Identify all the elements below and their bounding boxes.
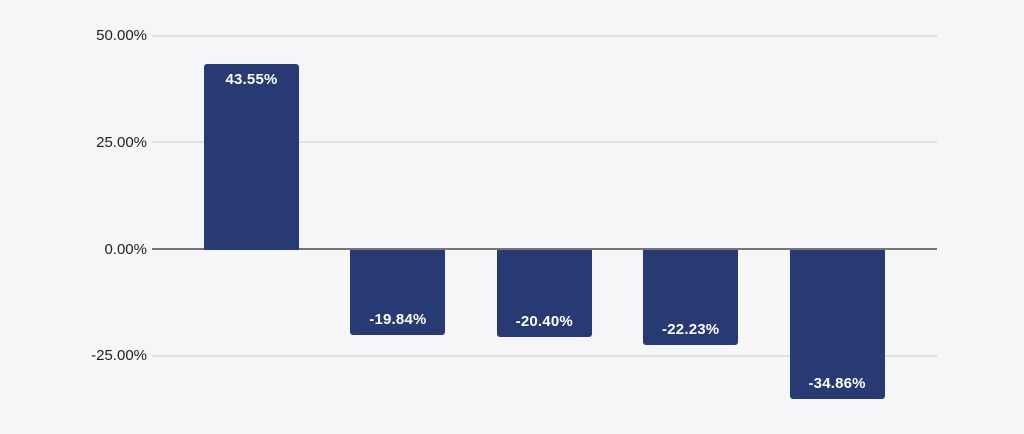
gridline [152, 141, 937, 144]
bar-series-1[interactable]: 43.55% [204, 64, 299, 250]
bar-series-2[interactable]: -19.84% [350, 250, 446, 335]
bar-value-label: -20.40% [515, 313, 573, 331]
y-axis-tick-label: 50.00% [96, 27, 147, 45]
y-axis-tick-label: 0.00% [104, 240, 147, 258]
y-axis-tick-label: 25.00% [96, 133, 147, 151]
bar-series-3[interactable]: -20.40% [496, 250, 592, 338]
zero-axis-line [152, 248, 937, 250]
bar-series-5[interactable]: -34.86% [789, 250, 885, 399]
gridline [152, 354, 937, 357]
bar-value-label: -34.86% [808, 374, 866, 392]
bar-value-label: -22.23% [662, 320, 720, 338]
bar-value-label: -19.84% [369, 310, 427, 328]
bar-series-4[interactable]: -22.23% [643, 250, 739, 345]
gridline [152, 34, 937, 37]
y-axis-tick-label: -25.00% [91, 347, 147, 365]
bar-value-label: 43.55% [225, 71, 278, 89]
